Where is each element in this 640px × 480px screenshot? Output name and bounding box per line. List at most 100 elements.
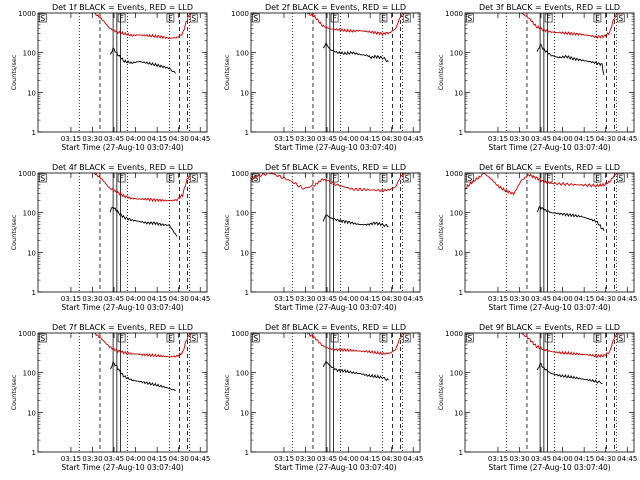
marker-box xyxy=(189,333,198,343)
panel-det-3: Det 3f BLACK = Events, RED = LLD S F E S 1 10 1… xyxy=(437,3,637,152)
events-series-line xyxy=(109,360,176,392)
y-tick-label: 100 xyxy=(23,50,36,58)
marker-box xyxy=(379,333,388,343)
plot-frame xyxy=(250,172,421,293)
marker-label: F xyxy=(546,14,550,23)
x-tick-label: 03:15 xyxy=(274,455,294,463)
y-tick-label: 10 xyxy=(27,89,36,97)
x-tick-label: 03:45 xyxy=(104,455,124,463)
marker-lines xyxy=(291,13,403,132)
x-tick-label: 03:45 xyxy=(104,135,124,143)
marker-label: F xyxy=(332,334,336,343)
marker-label: S xyxy=(467,174,472,183)
x-tick-label: 03:30 xyxy=(509,295,529,303)
marker-box xyxy=(402,13,411,23)
marker-box xyxy=(465,333,474,343)
marker-label: S xyxy=(467,14,472,23)
marker-label: S xyxy=(253,14,258,23)
y-tick-label: 1 xyxy=(459,129,463,137)
marker-label: S xyxy=(191,334,196,343)
x-tick-label: 04:15 xyxy=(147,295,167,303)
x-tick-label: 04:30 xyxy=(382,295,402,303)
marker-label: E xyxy=(168,174,173,183)
y-tick-label: 1000 xyxy=(445,170,463,178)
y-tick-label: 1 xyxy=(245,289,249,297)
marker-label: S xyxy=(191,174,196,183)
y-axis-label: Counts/sec xyxy=(223,54,231,90)
y-tick-label: 100 xyxy=(23,210,36,218)
y-tick-label: 100 xyxy=(236,210,249,218)
x-tick-label: 04:30 xyxy=(596,135,616,143)
x-axis-label: Start Time (27-Aug-10 03:07:40) xyxy=(274,143,396,152)
y-tick-label: 1 xyxy=(245,129,249,137)
marker-box xyxy=(189,173,198,183)
marker-label: S xyxy=(40,174,45,183)
x-tick-label: 03:45 xyxy=(531,455,551,463)
x-tick-label: 04:15 xyxy=(574,295,594,303)
panel-title: Det 4f BLACK = Events, RED = LLD xyxy=(52,163,193,172)
x-tick-label: 03:15 xyxy=(61,135,81,143)
marker-label: F xyxy=(546,334,550,343)
events-series-line xyxy=(322,41,389,63)
x-tick-label: 04:45 xyxy=(617,295,637,303)
x-tick-label: 04:30 xyxy=(382,135,402,143)
marker-label: E xyxy=(381,174,386,183)
y-tick-label: 10 xyxy=(240,409,249,417)
y-tick-label: 1 xyxy=(32,289,36,297)
y-tick-label: 1 xyxy=(32,129,36,137)
marker-lines xyxy=(78,173,190,292)
y-tick-label: 1 xyxy=(32,449,36,457)
x-tick-label: 03:30 xyxy=(82,455,102,463)
marker-box xyxy=(117,173,126,183)
marker-box xyxy=(379,173,388,183)
marker-box xyxy=(593,333,602,343)
marker-box xyxy=(38,173,47,183)
y-tick-label: 1000 xyxy=(18,330,36,338)
marker-label: S xyxy=(253,334,258,343)
marker-box xyxy=(379,13,388,23)
x-tick-label: 03:45 xyxy=(317,455,337,463)
x-tick-label: 04:30 xyxy=(382,455,402,463)
x-tick-label: 03:30 xyxy=(82,135,102,143)
marker-label: E xyxy=(595,14,600,23)
y-axis-label: Counts/sec xyxy=(437,374,445,410)
panel-title: Det 6f BLACK = Events, RED = LLD xyxy=(479,163,620,172)
x-tick-label: 03:45 xyxy=(531,135,551,143)
x-tick-label: 04:00 xyxy=(553,135,573,143)
x-tick-label: 04:45 xyxy=(403,455,423,463)
panel-title: Det 2f BLACK = Events, RED = LLD xyxy=(265,3,406,12)
x-tick-label: 04:30 xyxy=(169,135,189,143)
x-tick-label: 04:00 xyxy=(553,455,573,463)
marker-label: F xyxy=(119,334,123,343)
marker-lines xyxy=(505,13,617,132)
marker-box xyxy=(402,333,411,343)
panel-det-5: Det 5f BLACK = Events, RED = LLD S F E S 1 10 1… xyxy=(223,163,423,312)
y-tick-label: 100 xyxy=(236,370,249,378)
marker-box xyxy=(616,173,625,183)
y-tick-label: 1 xyxy=(459,449,463,457)
plot-frame xyxy=(37,12,208,133)
x-axis-label: Start Time (27-Aug-10 03:07:40) xyxy=(274,463,396,472)
x-tick-label: 03:15 xyxy=(274,135,294,143)
marker-box xyxy=(117,13,126,23)
marker-box xyxy=(330,333,339,343)
marker-lines xyxy=(505,173,617,292)
marker-box xyxy=(544,13,553,23)
x-tick-label: 04:45 xyxy=(617,135,637,143)
marker-box xyxy=(616,333,625,343)
marker-box xyxy=(38,13,47,23)
marker-label: S xyxy=(467,334,472,343)
events-series-line xyxy=(109,47,176,74)
plot-frame xyxy=(464,332,635,453)
plot-frame xyxy=(37,172,208,293)
y-tick-label: 10 xyxy=(27,409,36,417)
x-tick-label: 03:15 xyxy=(488,295,508,303)
x-tick-label: 04:45 xyxy=(190,295,210,303)
y-tick-label: 100 xyxy=(450,210,463,218)
marker-box xyxy=(38,333,47,343)
marker-lines xyxy=(78,13,190,132)
marker-label: S xyxy=(404,14,409,23)
marker-label: S xyxy=(191,14,196,23)
marker-box xyxy=(465,13,474,23)
lld-series-line xyxy=(94,333,191,358)
